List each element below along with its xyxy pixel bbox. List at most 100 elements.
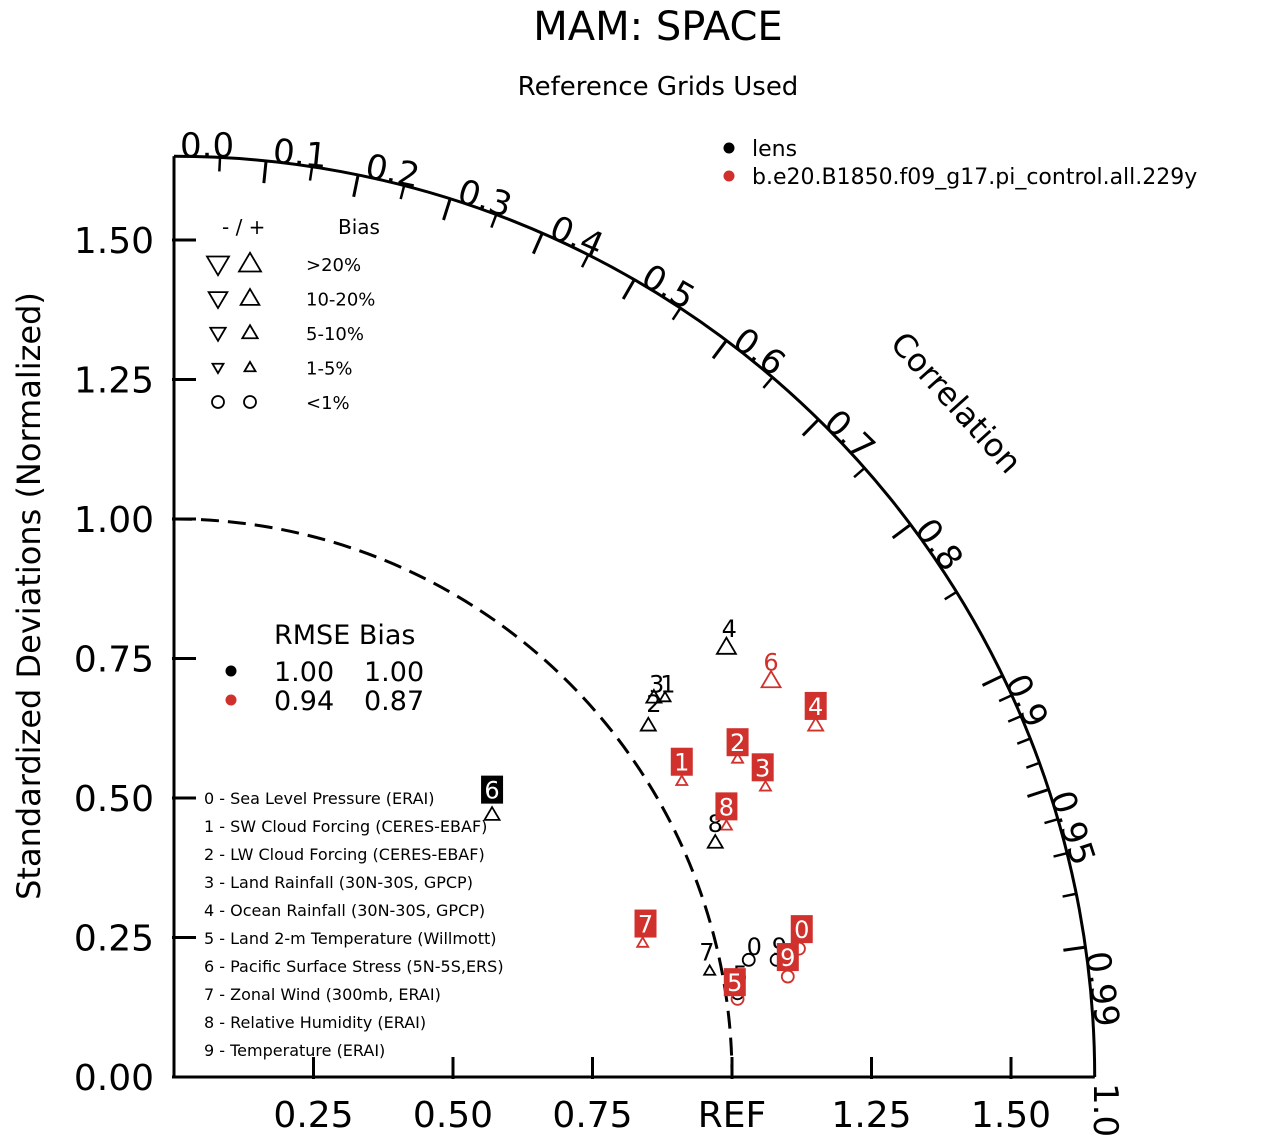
axes: 0.000.250.500.751.001.251.500.25 0.50 0.75… — [74, 126, 1127, 1135]
y-tick-label: 0.00 — [74, 1058, 154, 1099]
marker-label: 0 — [747, 933, 762, 961]
marker-label: 2 — [646, 690, 661, 718]
bias-legend-down-triangle — [205, 255, 231, 277]
correlation-minor-tick — [1062, 892, 1077, 898]
data-point-circle — [780, 969, 795, 984]
bias-legend-label: <1% — [306, 393, 350, 414]
correlation-tick — [891, 523, 912, 540]
rmse-header: RMSE Bias — [274, 620, 415, 651]
marker-label: 3 — [649, 671, 664, 699]
correlation-tick-label: 0.5 — [635, 257, 702, 319]
correlation-minor-tick — [944, 590, 958, 601]
correlation-minor-tick — [1007, 715, 1022, 723]
marker-label: 8 — [719, 793, 734, 821]
correlation-tick — [1026, 788, 1050, 798]
correlation-minor-tick — [399, 185, 406, 200]
x-tick-label: 1.25 — [831, 1095, 911, 1135]
data-point-triangle — [639, 716, 658, 732]
correlation-minor-tick — [1025, 761, 1040, 769]
bias-legend-down-triangle — [210, 362, 226, 375]
data-point-triangle — [759, 669, 783, 689]
bias-legend-signs: - / + — [222, 215, 265, 239]
x-tick-label: REF — [698, 1095, 766, 1135]
bias-legend-label: 10-20% — [306, 290, 375, 311]
correlation-minor-tick — [853, 467, 866, 479]
y-tick-label: 0.75 — [74, 640, 154, 681]
correlation-tick-label: 0.99 — [1077, 949, 1127, 1030]
correlation-minor-tick — [580, 254, 590, 268]
case-list-item: 0 - Sea Level Pressure (ERAI) — [204, 789, 434, 808]
correlation-minor-tick — [1053, 851, 1068, 858]
y-tick-label: 1.50 — [74, 221, 154, 262]
correlation-minor-tick — [218, 157, 222, 172]
x-tick-label: 0.75 — [552, 1095, 632, 1135]
case-list-item: 1 - SW Cloud Forcing (CERES-EBAF) — [204, 817, 487, 836]
marker-label: 2 — [730, 729, 745, 757]
bias-legend-up-triangle — [242, 360, 258, 373]
legend-dot — [723, 170, 735, 182]
correlation-tick-label: 0.0 — [180, 126, 234, 166]
marker-label: 9 — [780, 944, 795, 972]
y-tick-label: 0.25 — [74, 919, 154, 960]
case-list-item: 6 - Pacific Surface Stress (5N-5S,ERS) — [204, 957, 504, 976]
correlation-tick — [1063, 945, 1086, 952]
correlation-minor-tick — [762, 376, 774, 389]
marker-label: 5 — [727, 969, 742, 997]
marker-label: 3 — [755, 754, 770, 782]
data-marks: 01234567890123456789 — [481, 615, 827, 1006]
marker-label: 1 — [660, 671, 675, 699]
rmse-bias-value: 0.87 — [364, 686, 424, 717]
data-point-triangle — [674, 773, 689, 786]
data-point-triangle — [730, 751, 745, 764]
y-axis-label: Standardized Deviations (Normalized) — [10, 292, 48, 900]
rmse-value: 1.00 — [274, 657, 334, 688]
marker-label-box — [481, 775, 504, 804]
case-list-item: 9 - Temperature (ERAI) — [204, 1041, 385, 1060]
data-point-triangle — [719, 818, 734, 831]
data-point-triangle — [635, 935, 650, 948]
correlation-tick-label: 0.1 — [271, 132, 329, 177]
data-point-triangle — [657, 690, 673, 703]
y-tick-label: 0.50 — [74, 779, 154, 820]
marker-label: 7 — [638, 911, 653, 939]
marker-label: 7 — [699, 938, 714, 966]
correlation-tick — [352, 174, 360, 198]
bias-legend-label: 1-5% — [306, 359, 353, 380]
marker-label: 4 — [722, 615, 737, 643]
bias-legend-down-triangle — [207, 291, 229, 310]
y-tick-label: 1.25 — [74, 361, 154, 402]
case-list-item: 8 - Relative Humidity (ERAI) — [204, 1013, 426, 1032]
correlation-tick-label: 0.95 — [1041, 786, 1103, 870]
bias-legend-circle — [211, 395, 225, 409]
marker-label-box — [634, 909, 657, 938]
case-list-item: 4 - Ocean Rainfall (30N-30S, GPCP) — [204, 901, 485, 920]
bias-legend-label: >20% — [306, 255, 361, 276]
data-point-triangle — [482, 805, 502, 821]
y-tick-label: 1.00 — [74, 500, 154, 541]
bias-legend-up-triangle — [239, 287, 261, 306]
case-list-item: 3 - Land Rainfall (30N-30S, GPCP) — [204, 873, 473, 892]
marker-label-box — [670, 747, 693, 776]
chart-subtitle: Reference Grids Used — [518, 72, 799, 102]
data-point-circle — [741, 952, 756, 967]
marker-label: 1 — [674, 749, 689, 777]
marker-label: 6 — [763, 648, 778, 676]
correlation-tick — [801, 418, 820, 437]
correlation-axis-label: Correlation — [883, 324, 1029, 481]
case-list-item: 7 - Zonal Wind (300mb, ERAI) — [204, 985, 441, 1004]
rmse-bias-value: 1.00 — [364, 657, 424, 688]
data-point-triangle — [758, 779, 773, 792]
case-list-item: 2 - LW Cloud Forcing (CERES-EBAF) — [204, 845, 485, 864]
bias-legend-down-triangle — [208, 326, 228, 343]
data-point-triangle — [706, 833, 725, 849]
data-point-triangle — [715, 635, 738, 655]
x-tick-label: 0.50 — [413, 1095, 493, 1135]
data-point-triangle — [702, 963, 717, 976]
correlation-tick-label: 0.8 — [906, 511, 970, 578]
marker-label-box — [723, 968, 746, 997]
correlation-tick-label: 0.6 — [725, 320, 792, 384]
legend-label: lens — [752, 137, 797, 162]
marker-label-box — [804, 691, 827, 720]
correlation-tick — [981, 674, 1004, 687]
